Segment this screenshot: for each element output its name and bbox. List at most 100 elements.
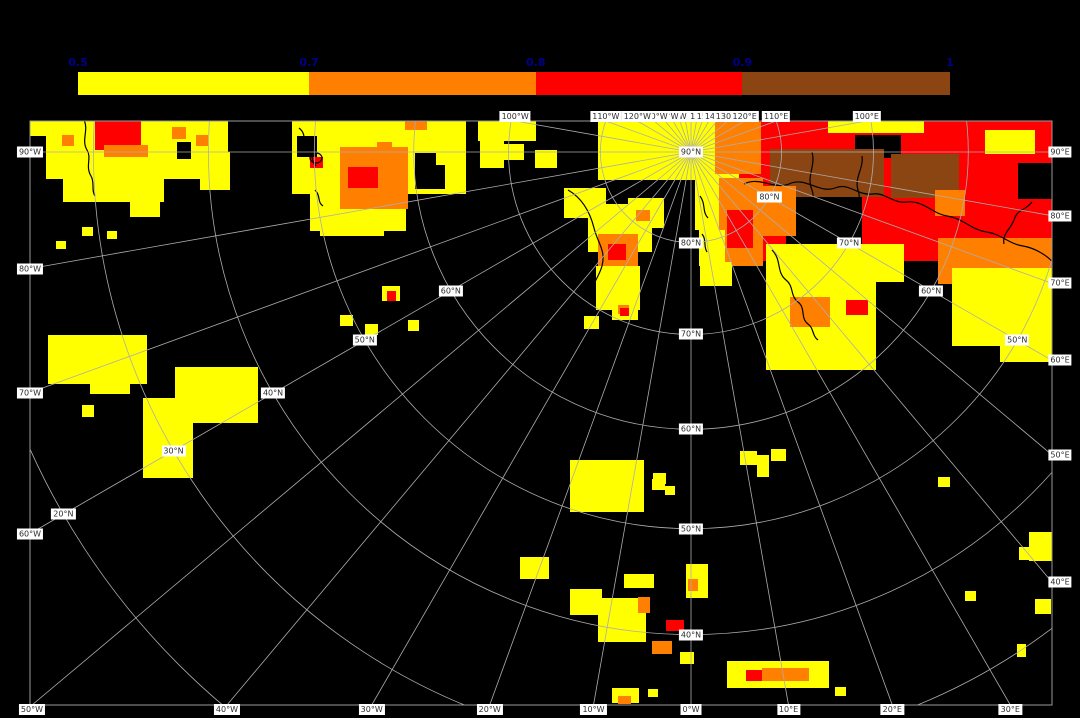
parallel-line bbox=[208, 121, 1052, 635]
raster-blob bbox=[652, 479, 665, 490]
longitude-label-top: 110°W bbox=[590, 111, 622, 122]
coastline-path bbox=[897, 283, 917, 327]
longitude-label-top: 120°W bbox=[621, 111, 653, 122]
raster-blob bbox=[846, 300, 868, 315]
raster-blob bbox=[835, 687, 846, 696]
longitude-label-right: 60°E bbox=[1048, 354, 1072, 366]
coastline-layer bbox=[83, 121, 1052, 351]
meridian-line bbox=[690, 151, 789, 705]
meridian-line bbox=[690, 151, 1052, 217]
raster-blob bbox=[636, 210, 650, 221]
meridian-line bbox=[30, 151, 692, 269]
raster-blob bbox=[107, 231, 117, 239]
longitude-label-right: 40°E bbox=[1048, 576, 1072, 588]
raster-blob bbox=[1035, 599, 1051, 614]
raster-blob bbox=[935, 190, 965, 216]
coastline-path bbox=[83, 121, 96, 197]
coastline-path bbox=[771, 249, 819, 341]
longitude-label-left: 70°W bbox=[16, 387, 44, 399]
longitude-label-right: 50°E bbox=[1048, 449, 1072, 461]
raster-blob bbox=[620, 308, 629, 316]
raster-blob bbox=[62, 135, 74, 146]
colorbar-segment-1 bbox=[309, 72, 536, 95]
meridian-line bbox=[690, 151, 1052, 583]
raster-blob bbox=[680, 652, 694, 664]
colorbar-segment-0 bbox=[78, 72, 310, 95]
coastline-path bbox=[1003, 201, 1033, 245]
meridian-line bbox=[690, 151, 1052, 456]
latitude-label: 90°N bbox=[678, 146, 704, 158]
longitude-label-left: 60°W bbox=[16, 528, 44, 540]
coastline-path bbox=[699, 195, 709, 253]
meridian-line bbox=[30, 151, 692, 393]
raster-blob bbox=[584, 316, 599, 329]
raster-blob bbox=[90, 372, 130, 394]
raster-blob bbox=[952, 268, 1052, 346]
meridian-line bbox=[690, 121, 777, 153]
raster-blob bbox=[535, 150, 557, 168]
raster-blob bbox=[405, 121, 427, 130]
raster-blob bbox=[608, 244, 626, 260]
longitude-label-bottom: 20°E bbox=[880, 704, 904, 715]
colorbar-tick-label: 1 bbox=[946, 56, 954, 69]
latitude-label: 40°N bbox=[678, 629, 704, 641]
raster-blob bbox=[771, 449, 786, 461]
raster-blob bbox=[665, 486, 675, 495]
meridian-line bbox=[371, 151, 692, 705]
longitude-label-left: 80°W bbox=[16, 263, 44, 275]
meridian-line bbox=[690, 151, 1011, 705]
raster-blob bbox=[762, 668, 809, 681]
raster-blob bbox=[387, 291, 396, 301]
meridian-line bbox=[605, 121, 692, 153]
colorbar-tick-label: 0.7 bbox=[299, 56, 319, 69]
raster-blob bbox=[200, 152, 230, 190]
raster-blob bbox=[618, 696, 631, 704]
raster-blob bbox=[82, 227, 93, 236]
longitude-label-top: 100°W bbox=[499, 111, 531, 122]
raster-blob bbox=[143, 398, 193, 478]
raster-blob bbox=[790, 297, 830, 327]
raster-blob bbox=[377, 142, 392, 155]
raster-blob bbox=[715, 122, 761, 174]
latitude-label: 70°N bbox=[678, 328, 704, 340]
raster-blob bbox=[320, 206, 384, 236]
longitude-label-top: 110°E bbox=[761, 111, 791, 122]
raster-blob bbox=[82, 405, 94, 417]
raster-blob bbox=[130, 195, 160, 217]
raster-blob bbox=[172, 127, 186, 139]
raster-blob bbox=[408, 320, 419, 331]
raster-blob bbox=[520, 557, 549, 579]
meridian-line bbox=[690, 121, 867, 153]
longitude-label-bottom: 30°E bbox=[998, 704, 1022, 715]
raster-blob bbox=[985, 130, 1035, 154]
coastline-path bbox=[856, 155, 863, 221]
raster-blob bbox=[348, 167, 378, 188]
meridian-line bbox=[593, 151, 692, 705]
latitude-label: 60°N bbox=[438, 285, 463, 297]
latitude-label: 60°N bbox=[678, 423, 704, 435]
longitude-label-bottom: 40°W bbox=[213, 704, 241, 715]
latitude-label: 50°N bbox=[352, 334, 377, 346]
colorbar-segment-3 bbox=[742, 72, 950, 95]
raster-blob bbox=[740, 451, 757, 465]
raster-blob bbox=[620, 480, 637, 497]
meridian-line bbox=[690, 151, 1052, 284]
meridian-line bbox=[690, 151, 893, 705]
colorbar-tick-label: 0.5 bbox=[68, 56, 88, 69]
coastline-path bbox=[309, 152, 323, 164]
raster-blob bbox=[757, 455, 769, 477]
parallel-line bbox=[93, 121, 1052, 705]
raster-blob bbox=[965, 591, 976, 601]
latitude-label: 20°N bbox=[51, 508, 76, 520]
latitude-label: 60°N bbox=[919, 285, 944, 297]
meridian-line bbox=[31, 151, 692, 705]
coastline-path bbox=[743, 180, 1052, 263]
latitude-label: 40°N bbox=[260, 387, 286, 399]
longitude-label-bottom: 10°E bbox=[776, 704, 801, 715]
map-frame bbox=[29, 120, 1053, 706]
meridian-line bbox=[690, 151, 1052, 361]
raster-blob bbox=[938, 477, 950, 487]
longitude-label-right: 70°E bbox=[1048, 277, 1072, 289]
raster-blob bbox=[876, 282, 922, 370]
